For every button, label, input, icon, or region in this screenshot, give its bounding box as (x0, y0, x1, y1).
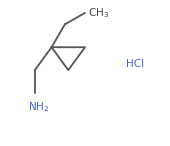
Text: NH$_2$: NH$_2$ (28, 100, 49, 114)
Text: CH$_3$: CH$_3$ (88, 6, 109, 20)
Text: HCl: HCl (126, 59, 144, 69)
